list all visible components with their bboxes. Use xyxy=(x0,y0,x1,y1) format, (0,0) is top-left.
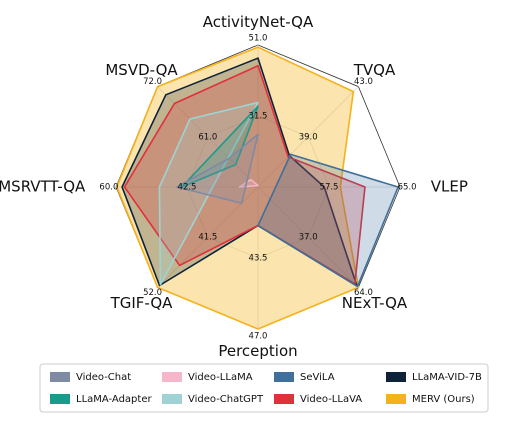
legend-swatch xyxy=(274,394,294,404)
series-area xyxy=(238,178,259,188)
axis-label: VLEP xyxy=(431,178,468,196)
tick-label: 51.0 xyxy=(249,33,268,43)
axis-label: TGIF-QA xyxy=(110,294,174,312)
tick-label: 42.5 xyxy=(178,183,197,193)
series-area xyxy=(158,101,259,286)
axis-label: TVQA xyxy=(353,61,396,79)
series-area xyxy=(176,133,259,205)
legend-swatch xyxy=(386,394,406,404)
tick-label: 72.0 xyxy=(143,77,162,87)
legend-swatch xyxy=(274,372,294,382)
legend-swatch xyxy=(386,372,406,382)
axis-label: NExT-QA xyxy=(342,294,408,312)
tick-label: 47.0 xyxy=(249,332,268,342)
axis-label: MSRVTT-QA xyxy=(0,178,86,196)
tick-label: 31.5 xyxy=(249,112,268,122)
tick-label: 39.0 xyxy=(299,132,318,142)
legend-label: SeViLA xyxy=(300,372,335,383)
axis-label: Perception xyxy=(218,342,297,360)
legend-swatch xyxy=(50,372,70,382)
legend-label: Video-LLaMA xyxy=(188,372,253,383)
tick-label: 60.0 xyxy=(99,183,118,193)
legend-label: Video-LLaVA xyxy=(300,394,362,405)
series-area xyxy=(257,153,399,288)
legend-label: LLaMA-Adapter xyxy=(76,394,152,405)
axis-label: ActivityNet-QA xyxy=(203,13,314,31)
legend-swatch xyxy=(50,394,70,404)
legend-swatch xyxy=(162,394,182,404)
tick-label: 64.0 xyxy=(354,288,373,298)
axis-label: MSVD-QA xyxy=(105,61,178,79)
legend-swatch xyxy=(162,372,182,382)
tick-label: 52.0 xyxy=(143,288,162,298)
legend-box xyxy=(39,363,489,413)
legend-label: LLaMA-VID-7B xyxy=(412,372,482,383)
series-area xyxy=(180,105,259,188)
tick-label: 37.0 xyxy=(299,233,318,243)
legend-label: Video-ChatGPT xyxy=(188,394,264,405)
tick-label: 61.0 xyxy=(198,132,217,142)
axis-line xyxy=(257,86,359,188)
tick-label: 57.5 xyxy=(320,183,339,193)
axis-line xyxy=(257,186,359,288)
tick-label: 41.5 xyxy=(198,233,217,243)
legend-label: MERV (Ours) xyxy=(412,394,475,405)
tick-label: 43.5 xyxy=(249,254,268,264)
series-area xyxy=(116,46,360,330)
legend-label: Video-Chat xyxy=(76,372,131,383)
tick-label: 43.0 xyxy=(354,77,373,87)
tick-label: 65.0 xyxy=(398,183,417,193)
